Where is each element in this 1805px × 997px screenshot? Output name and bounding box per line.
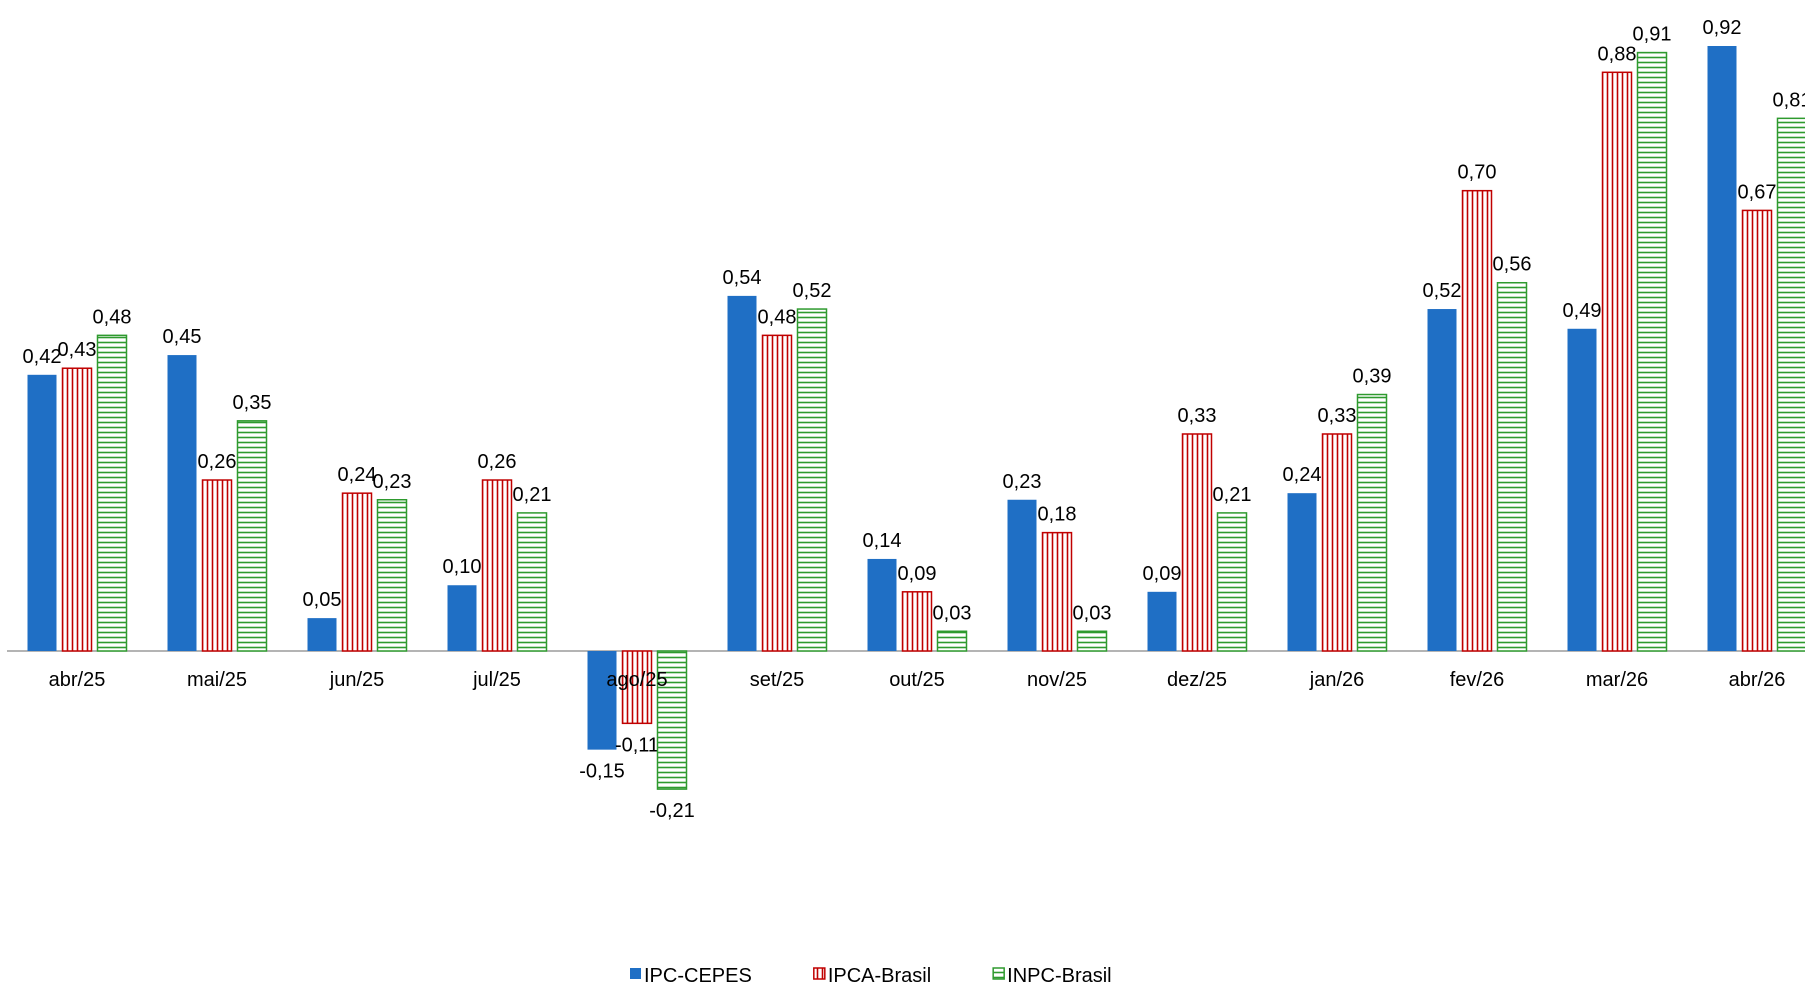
bar	[868, 559, 897, 651]
value-label: 0,52	[793, 280, 832, 302]
value-label: 0,49	[1563, 300, 1602, 322]
bar	[168, 355, 197, 651]
value-label: 0,21	[513, 484, 552, 506]
bar	[1638, 53, 1667, 651]
bar	[448, 585, 477, 651]
bar	[1603, 72, 1632, 651]
x-tick-label: jul/25	[472, 669, 521, 691]
bar	[1498, 283, 1527, 651]
x-tick-label: dez/25	[1167, 669, 1227, 691]
bar	[63, 368, 92, 651]
bar	[1183, 434, 1212, 651]
bar	[1568, 329, 1597, 651]
x-tick-label: abr/26	[1729, 669, 1786, 691]
x-tick-label: mai/25	[187, 669, 247, 691]
value-label: 0,70	[1458, 162, 1497, 184]
value-label: 0,48	[758, 306, 797, 328]
value-label: 0,48	[93, 306, 132, 328]
x-tick-label: fev/26	[1450, 669, 1504, 691]
value-label: 0,24	[338, 464, 377, 486]
value-label: 0,56	[1493, 254, 1532, 276]
bar	[903, 592, 932, 651]
value-label: 0,09	[1143, 563, 1182, 585]
bar	[763, 335, 792, 651]
bar	[1288, 493, 1317, 651]
x-tick-label: out/25	[889, 669, 945, 691]
value-label: 0,33	[1178, 405, 1217, 427]
value-label: 0,21	[1213, 484, 1252, 506]
bar	[518, 513, 547, 651]
bar	[588, 651, 617, 750]
bar	[1218, 513, 1247, 651]
value-label: 0,33	[1318, 405, 1357, 427]
bar	[28, 375, 57, 651]
x-tick-label: ago/25	[606, 669, 667, 691]
value-label: 0,52	[1423, 280, 1462, 302]
value-label: 0,23	[1003, 471, 1042, 493]
bar	[203, 480, 232, 651]
value-label: 0,88	[1598, 43, 1637, 65]
value-label: -0,11	[615, 734, 659, 756]
value-label: 0,10	[443, 556, 482, 578]
bar	[483, 480, 512, 651]
value-label: 0,42	[23, 346, 62, 368]
value-label: 0,35	[233, 392, 272, 414]
bar	[98, 335, 127, 651]
bar	[1043, 533, 1072, 651]
value-label: 0,18	[1038, 504, 1077, 526]
value-label: -0,15	[579, 761, 625, 783]
x-tick-label: abr/25	[49, 669, 106, 691]
value-label: 0,05	[303, 589, 342, 611]
value-label: 0,67	[1738, 181, 1777, 203]
bar	[343, 493, 372, 651]
legend-label: INPC-Brasil	[1007, 965, 1111, 987]
value-label: 0,54	[723, 267, 762, 289]
value-label: 0,03	[1073, 602, 1112, 624]
bar	[1463, 191, 1492, 651]
value-label: 0,23	[373, 471, 412, 493]
bar	[308, 618, 337, 651]
value-label: -0,21	[649, 800, 695, 822]
bar	[1323, 434, 1352, 651]
x-tick-label: jan/26	[1309, 669, 1365, 691]
value-label: 0,92	[1703, 17, 1742, 39]
value-label: 0,03	[933, 602, 972, 624]
bar	[1358, 395, 1387, 651]
value-label: 0,24	[1283, 464, 1322, 486]
value-label: 0,45	[163, 326, 202, 348]
x-tick-label: nov/25	[1027, 669, 1087, 691]
value-label: 0,09	[898, 563, 937, 585]
legend-swatch	[814, 968, 825, 979]
x-tick-label: jun/25	[329, 669, 385, 691]
value-label: 0,91	[1633, 24, 1672, 46]
bar	[1778, 118, 1805, 651]
bar	[1708, 46, 1737, 651]
bar	[1008, 500, 1037, 651]
value-label: 0,26	[478, 451, 517, 473]
value-label: 0,39	[1353, 366, 1392, 388]
value-label: 0,14	[863, 530, 902, 552]
value-label: 0,26	[198, 451, 237, 473]
bar	[1078, 631, 1107, 651]
legend-label: IPC-CEPES	[644, 965, 752, 987]
legend-label: IPCA-Brasil	[828, 965, 931, 987]
bar	[798, 309, 827, 651]
x-tick-label: set/25	[750, 669, 804, 691]
value-label: 0,81	[1773, 89, 1805, 111]
legend-swatch	[993, 968, 1004, 979]
bar	[1743, 210, 1772, 651]
bar	[378, 500, 407, 651]
legend-swatch	[630, 968, 641, 979]
bar	[1148, 592, 1177, 651]
bar	[728, 296, 757, 651]
bar	[1428, 309, 1457, 651]
value-label: 0,43	[58, 339, 97, 361]
bar	[238, 421, 267, 651]
bar	[938, 631, 967, 651]
x-tick-label: mar/26	[1586, 669, 1648, 691]
